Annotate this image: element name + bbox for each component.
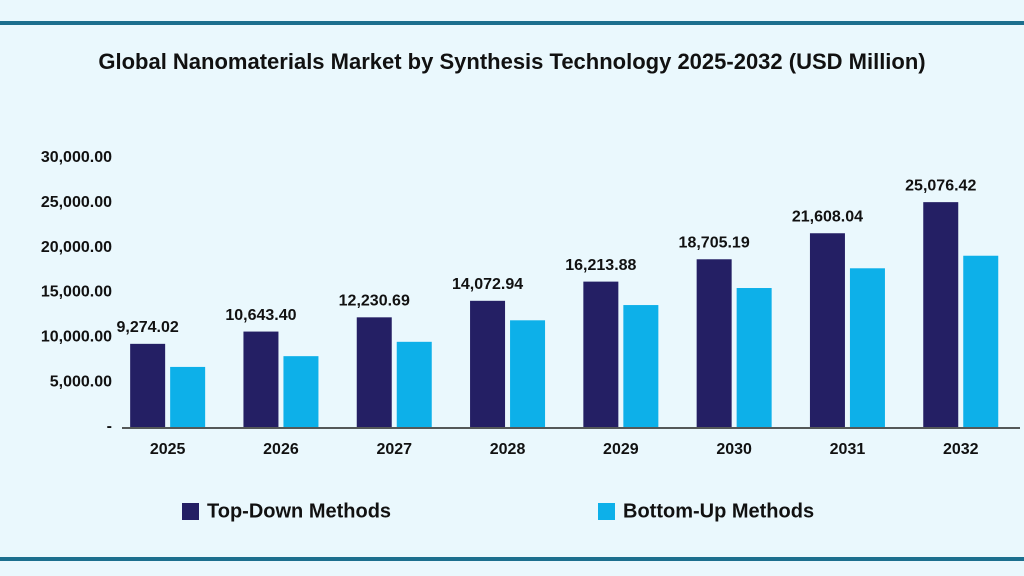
y-tick-label: 10,000.00 <box>41 329 112 346</box>
x-tick-label: 2031 <box>830 441 866 458</box>
value-label: 10,643.40 <box>225 307 296 324</box>
bar <box>849 268 885 427</box>
bottom-rule <box>0 557 1024 561</box>
x-tick-label: 2029 <box>603 441 639 458</box>
x-tick-label: 2028 <box>490 441 526 458</box>
value-label: 9,274.02 <box>117 319 179 336</box>
value-label: 16,213.88 <box>565 257 636 274</box>
bar <box>623 305 659 427</box>
bar <box>396 341 432 427</box>
chart-title: Global Nanomaterials Market by Synthesis… <box>98 49 925 74</box>
y-tick-label: 20,000.00 <box>41 239 112 256</box>
bar <box>170 366 206 427</box>
x-tick-label: 2032 <box>943 441 979 458</box>
y-tick-label: 15,000.00 <box>41 284 112 301</box>
y-tick-label: 5,000.00 <box>50 373 112 390</box>
y-tick-label: 25,000.00 <box>41 194 112 211</box>
bar <box>470 300 506 427</box>
legend-label: Bottom-Up Methods <box>623 500 814 522</box>
x-tick-label: 2026 <box>263 441 299 458</box>
legend-label: Top-Down Methods <box>207 500 391 522</box>
bar <box>696 259 732 427</box>
x-tick-label: 2027 <box>376 441 412 458</box>
value-label: 12,230.69 <box>339 293 410 310</box>
y-tick-label: - <box>107 418 112 435</box>
bar <box>736 288 772 427</box>
y-tick-label: 30,000.00 <box>41 149 112 166</box>
legend-swatch <box>182 503 199 520</box>
bar <box>283 356 319 427</box>
bar <box>963 255 999 427</box>
top-rule <box>0 21 1024 25</box>
bar <box>243 331 279 427</box>
bar <box>356 317 392 427</box>
value-label: 25,076.42 <box>905 177 976 194</box>
bar <box>510 320 546 427</box>
value-label: 14,072.94 <box>452 276 523 293</box>
bar <box>130 343 166 427</box>
x-tick-label: 2025 <box>150 441 186 458</box>
value-label: 21,608.04 <box>792 208 863 225</box>
bar <box>923 202 959 427</box>
value-label: 18,705.19 <box>679 234 750 251</box>
x-tick-label: 2030 <box>716 441 752 458</box>
bar <box>583 281 619 427</box>
legend-swatch <box>598 503 615 520</box>
bar <box>809 233 845 427</box>
